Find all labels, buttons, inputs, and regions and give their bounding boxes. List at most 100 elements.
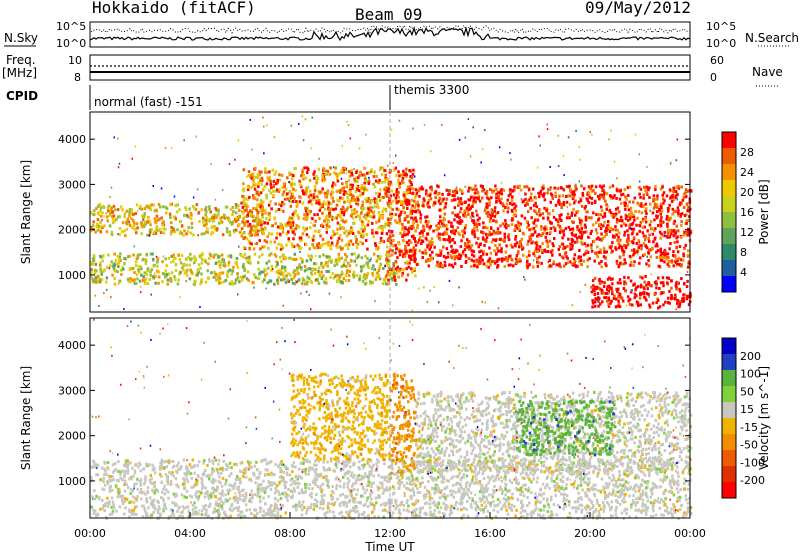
data-cell (411, 235, 414, 238)
data-cell (429, 290, 431, 292)
data-cell (481, 190, 484, 193)
data-cell (373, 482, 376, 485)
data-cell (535, 224, 538, 227)
data-cell (342, 493, 345, 496)
data-cell (640, 284, 643, 287)
data-cell (603, 281, 606, 284)
data-cell (170, 261, 172, 263)
data-cell (336, 190, 339, 193)
data-cell (207, 277, 210, 280)
data-cell (195, 491, 198, 494)
data-cell (356, 180, 359, 183)
data-cell (253, 225, 256, 228)
data-cell (359, 215, 362, 218)
data-cell (349, 186, 352, 189)
data-cell (398, 174, 401, 177)
data-cell (524, 279, 526, 281)
data-cell (294, 189, 297, 192)
data-cell (424, 216, 427, 219)
data-cell (247, 220, 250, 223)
data-cell (635, 224, 638, 227)
data-cell (619, 305, 622, 308)
data-cell (479, 243, 482, 246)
data-cell (617, 281, 620, 284)
data-cell (460, 207, 463, 210)
colorbar-swatch (722, 148, 736, 164)
data-cell (99, 210, 102, 213)
data-cell (444, 205, 447, 208)
data-cell (473, 216, 475, 218)
data-cell (443, 217, 446, 220)
data-cell (105, 281, 108, 284)
colorbar-swatch (722, 276, 736, 292)
data-cell (295, 258, 298, 261)
data-cell (393, 162, 395, 164)
data-cell (518, 245, 521, 248)
data-cell (538, 210, 541, 213)
data-cell (628, 225, 631, 228)
data-cell (652, 211, 655, 214)
data-cell (340, 248, 343, 251)
data-cell (359, 147, 361, 149)
data-cell (283, 203, 286, 206)
data-cell (668, 277, 671, 280)
data-cell (506, 465, 509, 468)
data-cell (291, 257, 294, 260)
data-cell (118, 258, 121, 261)
data-cell (586, 265, 589, 268)
data-cell (537, 250, 540, 253)
data-cell (583, 253, 586, 256)
data-cell (301, 282, 304, 285)
data-cell (253, 197, 256, 200)
data-cell (619, 278, 622, 281)
data-cell (456, 191, 459, 194)
data-cell (559, 265, 562, 268)
data-cell (540, 190, 543, 193)
data-cell (439, 225, 442, 228)
data-cell (685, 222, 688, 225)
data-cell (236, 257, 239, 260)
data-cell (558, 195, 561, 198)
data-cell (316, 213, 319, 216)
data-cell (335, 207, 338, 210)
data-cell (639, 196, 642, 199)
data-cell (562, 229, 565, 232)
data-cell (386, 232, 389, 235)
data-cell (677, 250, 680, 253)
data-cell (598, 251, 601, 254)
data-cell (511, 195, 513, 198)
data-cell (193, 261, 196, 264)
nsky-tick-top: 10^5 (56, 20, 86, 33)
data-cell (350, 260, 353, 263)
data-cell (634, 293, 637, 296)
data-cell (262, 497, 265, 500)
data-cell (648, 296, 650, 298)
data-cell (631, 213, 634, 216)
data-cell (546, 232, 549, 235)
data-cell (534, 250, 537, 253)
data-cell (353, 178, 356, 181)
data-cell (490, 226, 493, 229)
data-cell (397, 200, 400, 203)
data-cell (411, 204, 414, 207)
data-cell (114, 136, 116, 138)
data-cell (237, 204, 240, 207)
data-cell (395, 213, 398, 216)
data-cell (249, 262, 252, 265)
data-cell (674, 241, 677, 244)
data-cell (602, 189, 605, 192)
data-cell (191, 226, 194, 229)
data-cell (473, 227, 476, 230)
data-cell (516, 254, 519, 257)
data-cell (439, 238, 442, 241)
data-cell (297, 266, 300, 269)
data-cell (109, 214, 112, 217)
data-cell (683, 234, 686, 237)
data-cell (547, 128, 549, 130)
data-cell (218, 282, 221, 285)
data-cell (371, 229, 374, 232)
data-cell (366, 189, 368, 191)
data-cell (313, 193, 316, 196)
data-cell (601, 209, 604, 212)
data-cell (328, 220, 331, 223)
